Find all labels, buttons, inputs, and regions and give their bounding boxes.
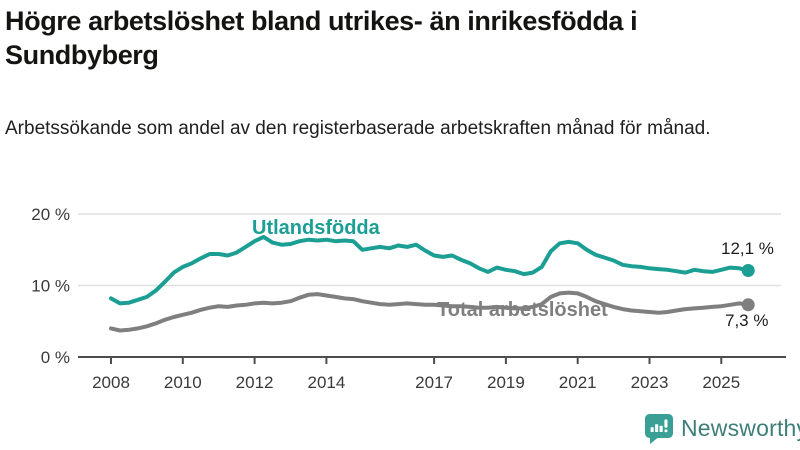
x-axis-tick-label: 2017 <box>415 373 453 392</box>
y-axis-tick-label: 20 % <box>31 205 70 224</box>
end-value-label-total: 7,3 % <box>725 311 769 330</box>
newsworthy-wordmark: Newsworthy <box>681 415 800 441</box>
newsworthy-chart-bubble-icon <box>645 414 673 444</box>
x-axis-tick-label: 2010 <box>164 373 202 392</box>
series-end-dot-0 <box>741 263 755 277</box>
series-end-dot-1 <box>741 298 755 312</box>
series-label-total-arbetsloshet: Total arbetslöshet <box>437 299 608 321</box>
series-label-utlandsfodda: Utlandsfödda <box>252 217 380 239</box>
x-axis-tick-label: 2008 <box>92 373 130 392</box>
x-axis-tick-label: 2019 <box>487 373 525 392</box>
y-axis-tick-label: 0 % <box>41 348 70 367</box>
y-axis-tick-label: 10 % <box>31 277 70 296</box>
x-axis-tick-label: 2012 <box>236 373 274 392</box>
x-axis-tick-label: 2014 <box>307 373 345 392</box>
x-axis-tick-label: 2023 <box>631 373 669 392</box>
x-axis-tick-label: 2021 <box>559 373 597 392</box>
chart-subtitle: Arbetssökande som andel av den registerb… <box>5 118 711 139</box>
series-line-1 <box>109 290 751 333</box>
chart-title: Högre arbetslöshet bland utrikes- än inr… <box>5 6 638 71</box>
series-line-0 <box>109 234 751 306</box>
x-axis-tick-label: 2025 <box>702 373 740 392</box>
newsworthy-logo: Newsworthy <box>644 413 800 444</box>
end-value-label-utlandsfodda: 12,1 % <box>721 239 774 258</box>
